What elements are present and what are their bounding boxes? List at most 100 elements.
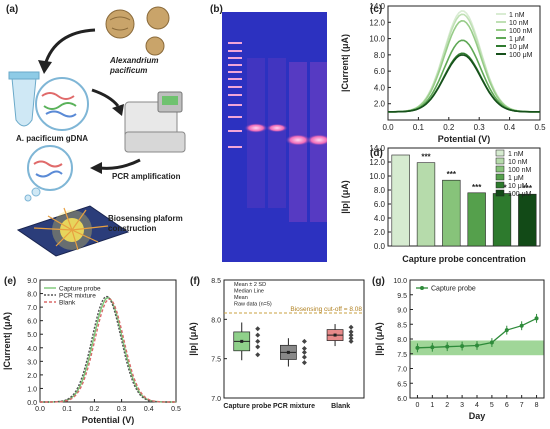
mean-marker <box>240 339 244 343</box>
algae-cells-icon <box>105 6 170 56</box>
legend-swatch <box>495 165 505 173</box>
legend-label: Median Line <box>234 289 264 295</box>
x-tick-label: 0.2 <box>90 406 100 413</box>
x-tick-label: 6 <box>505 402 509 409</box>
gel-bands <box>222 12 327 262</box>
y-tick-label: 1.0 <box>27 386 37 393</box>
y-tick-label: 6.0 <box>374 200 386 209</box>
y-tick-label: 4.0 <box>27 346 37 353</box>
x-tick-label: 0.4 <box>504 123 516 132</box>
mean-marker <box>286 350 290 354</box>
legend-label: 10 μM <box>509 44 529 51</box>
raw-point <box>255 326 261 332</box>
x-tick-label: 2 <box>445 402 449 409</box>
legend-label: Blank <box>59 300 76 307</box>
bar-2 <box>442 179 461 247</box>
legend-label: 10 nM <box>509 20 529 27</box>
y-axis-title: |Current| (μA) <box>340 34 350 92</box>
panel-a-illustration <box>8 6 186 257</box>
x-tick-label: 7 <box>520 402 524 409</box>
x-tick-label: 4 <box>475 402 479 409</box>
legend-swatch <box>495 157 505 165</box>
x-tick-label: 0.3 <box>474 123 486 132</box>
y-tick-label: 5.0 <box>27 332 37 339</box>
legend-label: 10 nM <box>508 159 528 166</box>
raw-point <box>301 345 307 351</box>
legend-label: Mean ± 2 SD <box>234 282 266 288</box>
significance-label: *** <box>447 170 457 179</box>
data-point <box>519 323 524 328</box>
x-tick-label: 0.3 <box>117 406 127 413</box>
y-tick-label: 10.0 <box>369 172 385 181</box>
y-tick-label: 9.5 <box>397 293 407 300</box>
panel-e-label: (e) <box>4 276 17 287</box>
plot-frame <box>409 279 545 399</box>
pcr-label: PCR amplification <box>112 172 181 181</box>
y-tick-label: 2.0 <box>374 100 386 109</box>
x-axis-title: Potential (V) <box>82 415 135 425</box>
panel-a-label: (a) <box>6 4 19 15</box>
y-tick-label: 8.0 <box>397 337 407 344</box>
raw-point <box>301 338 307 344</box>
legend-marker <box>420 286 424 290</box>
mean-marker <box>333 333 337 337</box>
legend-label: 1 nM <box>509 12 525 19</box>
x-axis-title: Capture probe concentration <box>402 254 526 264</box>
y-tick-label: 6.0 <box>397 396 407 403</box>
legend-label: 100 nM <box>508 167 532 174</box>
legend-label: Capture probe <box>59 286 101 293</box>
data-point <box>534 316 539 321</box>
chart-g: 6.0 6.5 7.0 7.5 8.0 8.5 9.0 9.5 10.0 0 1 2 3 4 5 6 7 8 Day… <box>374 278 545 421</box>
y-tick-label: 7.0 <box>211 396 221 403</box>
x-tick-label: 0.4 <box>144 406 154 413</box>
legend-swatch <box>495 189 505 197</box>
y-tick-label: 6.5 <box>397 381 407 388</box>
y-tick-label: 7.5 <box>397 352 407 359</box>
panel-b-label: (b) <box>210 4 223 15</box>
series-line-5 <box>388 54 541 113</box>
legend-label: 1 nM <box>508 151 524 158</box>
y-tick-label: 8.0 <box>374 186 386 195</box>
y-tick-label: 3.0 <box>27 359 37 366</box>
organism-label: Alexandrium pacificum <box>110 56 159 75</box>
data-point <box>415 345 420 350</box>
plot-frame <box>387 5 541 121</box>
bar-0 <box>391 154 410 247</box>
biosensor-platform-icon <box>16 205 130 257</box>
y-axis-title: |Ip| (μA) <box>374 322 384 356</box>
y-tick-label: 14.0 <box>369 2 385 11</box>
y-tick-label: 2.0 <box>27 373 37 380</box>
raw-point <box>255 332 261 338</box>
x-tick-label: 3 <box>460 402 464 409</box>
x-tick-label: Blank <box>331 403 350 410</box>
y-axis-title: |Ip| (μA) <box>188 322 198 356</box>
x-tick-label: 1 <box>430 402 434 409</box>
raw-point <box>255 344 261 350</box>
legend-swatch <box>495 181 505 189</box>
raw-point <box>348 324 354 330</box>
x-tick-label: 0.5 <box>171 406 181 413</box>
series-line-0 <box>40 296 176 403</box>
x-tick-label: 0 <box>415 402 419 409</box>
y-tick-label: 8.0 <box>374 51 386 60</box>
y-tick-label: 9.0 <box>397 308 407 315</box>
x-tick-label: 0.0 <box>35 406 45 413</box>
legend-label: 10 μM <box>508 183 528 190</box>
legend-label: PCR mixture <box>59 293 96 300</box>
y-tick-label: 10.0 <box>393 278 407 285</box>
raw-point <box>301 360 307 366</box>
y-axis-title: |Current| (μA) <box>2 312 12 370</box>
y-tick-label: 8.5 <box>397 322 407 329</box>
y-tick-label: 0.0 <box>27 400 37 407</box>
data-point <box>430 345 435 350</box>
series-line-4 <box>388 52 540 113</box>
raw-point <box>301 354 307 360</box>
x-tick-label: 0.2 <box>443 123 455 132</box>
raw-point <box>348 332 354 338</box>
legend-label: 100 μM <box>508 191 532 198</box>
x-axis-title: Potential (V) <box>438 134 491 144</box>
panel-c-label: (c) <box>370 4 383 15</box>
x-tick-label: 0.0 <box>382 123 394 132</box>
y-tick-label: 14.0 <box>369 144 385 153</box>
significance-label: *** <box>523 184 533 193</box>
